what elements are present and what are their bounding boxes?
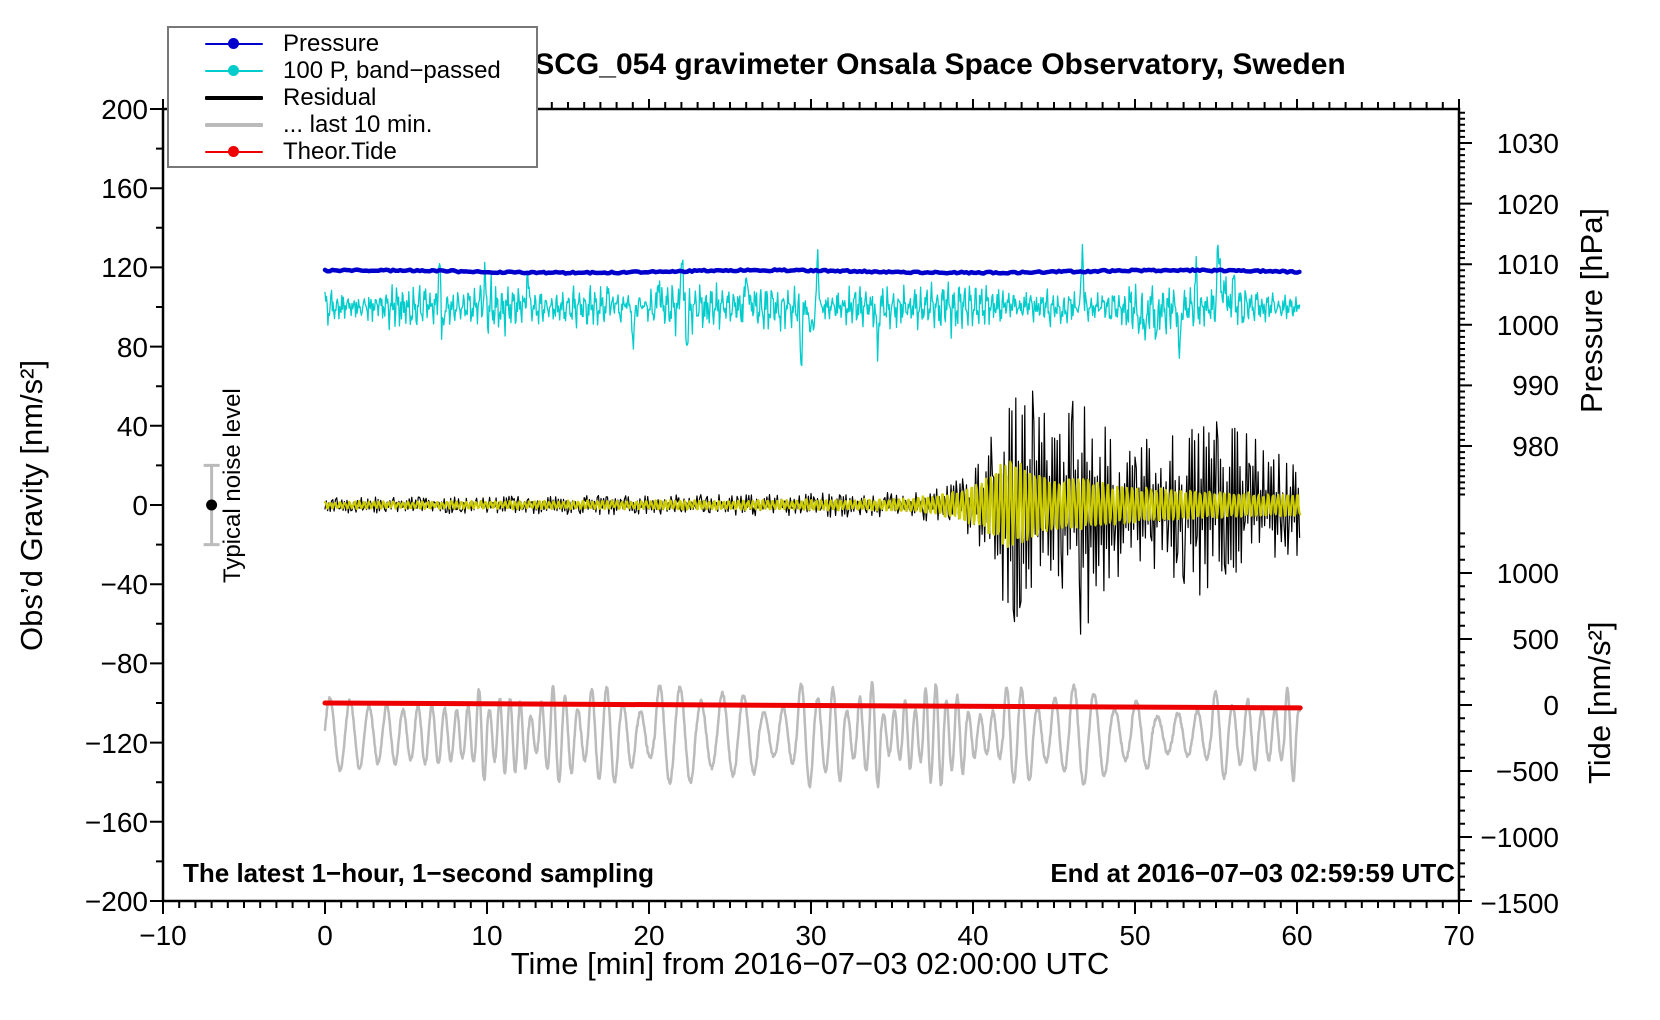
- legend-item-label: 100 P, band−passed: [283, 57, 501, 84]
- x-tick-label: 30: [795, 920, 827, 951]
- left-tick-label: 160: [101, 173, 148, 205]
- tide-axis-title: Tide [nm/s²]: [1582, 621, 1617, 785]
- x-tick-label: 0: [317, 920, 333, 951]
- tide-tick-label: −500: [1495, 756, 1559, 787]
- left-tick-label: −160: [84, 806, 148, 838]
- end-time-note: End at 2016−07−03 02:59:59 UTC: [1050, 858, 1455, 888]
- left-tick-label: −80: [100, 648, 149, 680]
- legend-item-label: Pressure: [283, 30, 380, 57]
- legend-item-100-p-band-passed: 100 P, band−passed: [169, 57, 536, 84]
- x-tick-label: 70: [1443, 920, 1475, 951]
- legend-line-sample: [205, 123, 263, 127]
- series-residual-bandpassed: [323, 460, 1302, 549]
- legend-item-label: ... last 10 min.: [283, 111, 433, 138]
- pressure-axis-title: Pressure [hPa]: [1574, 207, 1609, 413]
- left-tick-label: 200: [101, 94, 148, 125]
- x-tick-label: 60: [1281, 920, 1313, 951]
- legend-item-label: Residual: [283, 84, 377, 111]
- legend-item-theor-tide: Theor.Tide: [169, 138, 536, 165]
- x-tick-label: 10: [471, 920, 503, 951]
- plot-frame: [161, 107, 1461, 903]
- left-tick-label: −120: [84, 727, 148, 759]
- chart-title: SCG_054 gravimeter Onsala Space Observat…: [534, 48, 1346, 81]
- legend-dot-marker: [228, 146, 239, 157]
- left-axis-title: Obs’d Gravity [nm/s²]: [14, 359, 49, 651]
- legend-line-sample: [205, 96, 263, 100]
- x-tick-label: 20: [633, 920, 665, 951]
- tide-tick-label: 1000: [1496, 558, 1559, 589]
- legend-dot-marker: [228, 38, 239, 49]
- pressure-tick-label: 1030: [1496, 128, 1559, 159]
- legend: Pressure 100 P, band−passed Residual... la…: [167, 26, 538, 168]
- sampling-note: The latest 1−hour, 1−second sampling: [183, 858, 655, 888]
- legend-item-last-10-min: ... last 10 min.: [169, 111, 536, 138]
- legend-item-label: Theor.Tide: [283, 138, 397, 165]
- legend-item-pressure: Pressure: [169, 30, 536, 57]
- series-pressure: [322, 267, 1302, 276]
- pressure-tick-label: 990: [1512, 370, 1559, 402]
- left-tick-label: −200: [84, 886, 148, 917]
- x-tick-label: 40: [957, 920, 989, 951]
- legend-item-residual: Residual: [169, 84, 536, 111]
- left-tick-label: 0: [132, 490, 148, 521]
- tide-tick-label: −1500: [1480, 888, 1559, 919]
- tide-tick-label: −1000: [1480, 822, 1559, 853]
- series-theor-tide: [322, 700, 1303, 711]
- x-axis-title: Time [min] from 2016−07−03 02:00:00 UTC: [510, 946, 1110, 981]
- tide-tick-label: 0: [1543, 690, 1559, 721]
- noise-level-dot: [206, 499, 218, 511]
- left-tick-label: −40: [100, 569, 149, 601]
- series-last-10-min: [323, 681, 1302, 789]
- series-100p-bandpassed: [324, 243, 1301, 367]
- left-tick-label: 40: [116, 410, 148, 442]
- tide-tick-label: 500: [1512, 624, 1559, 655]
- pressure-tick-label: 980: [1512, 431, 1559, 462]
- x-tick-label: 50: [1119, 920, 1151, 951]
- left-tick-label: 80: [116, 331, 148, 363]
- pressure-tick-label: 1000: [1496, 309, 1559, 341]
- legend-dot-marker: [228, 65, 239, 76]
- pressure-tick-label: 1010: [1496, 249, 1559, 281]
- noise-level-label: Typical noise level: [219, 388, 246, 584]
- pressure-tick-label: 1020: [1496, 188, 1559, 220]
- x-tick-label: −10: [139, 920, 187, 951]
- left-tick-label: 120: [101, 252, 148, 284]
- axis-ticks: [150, 99, 1472, 914]
